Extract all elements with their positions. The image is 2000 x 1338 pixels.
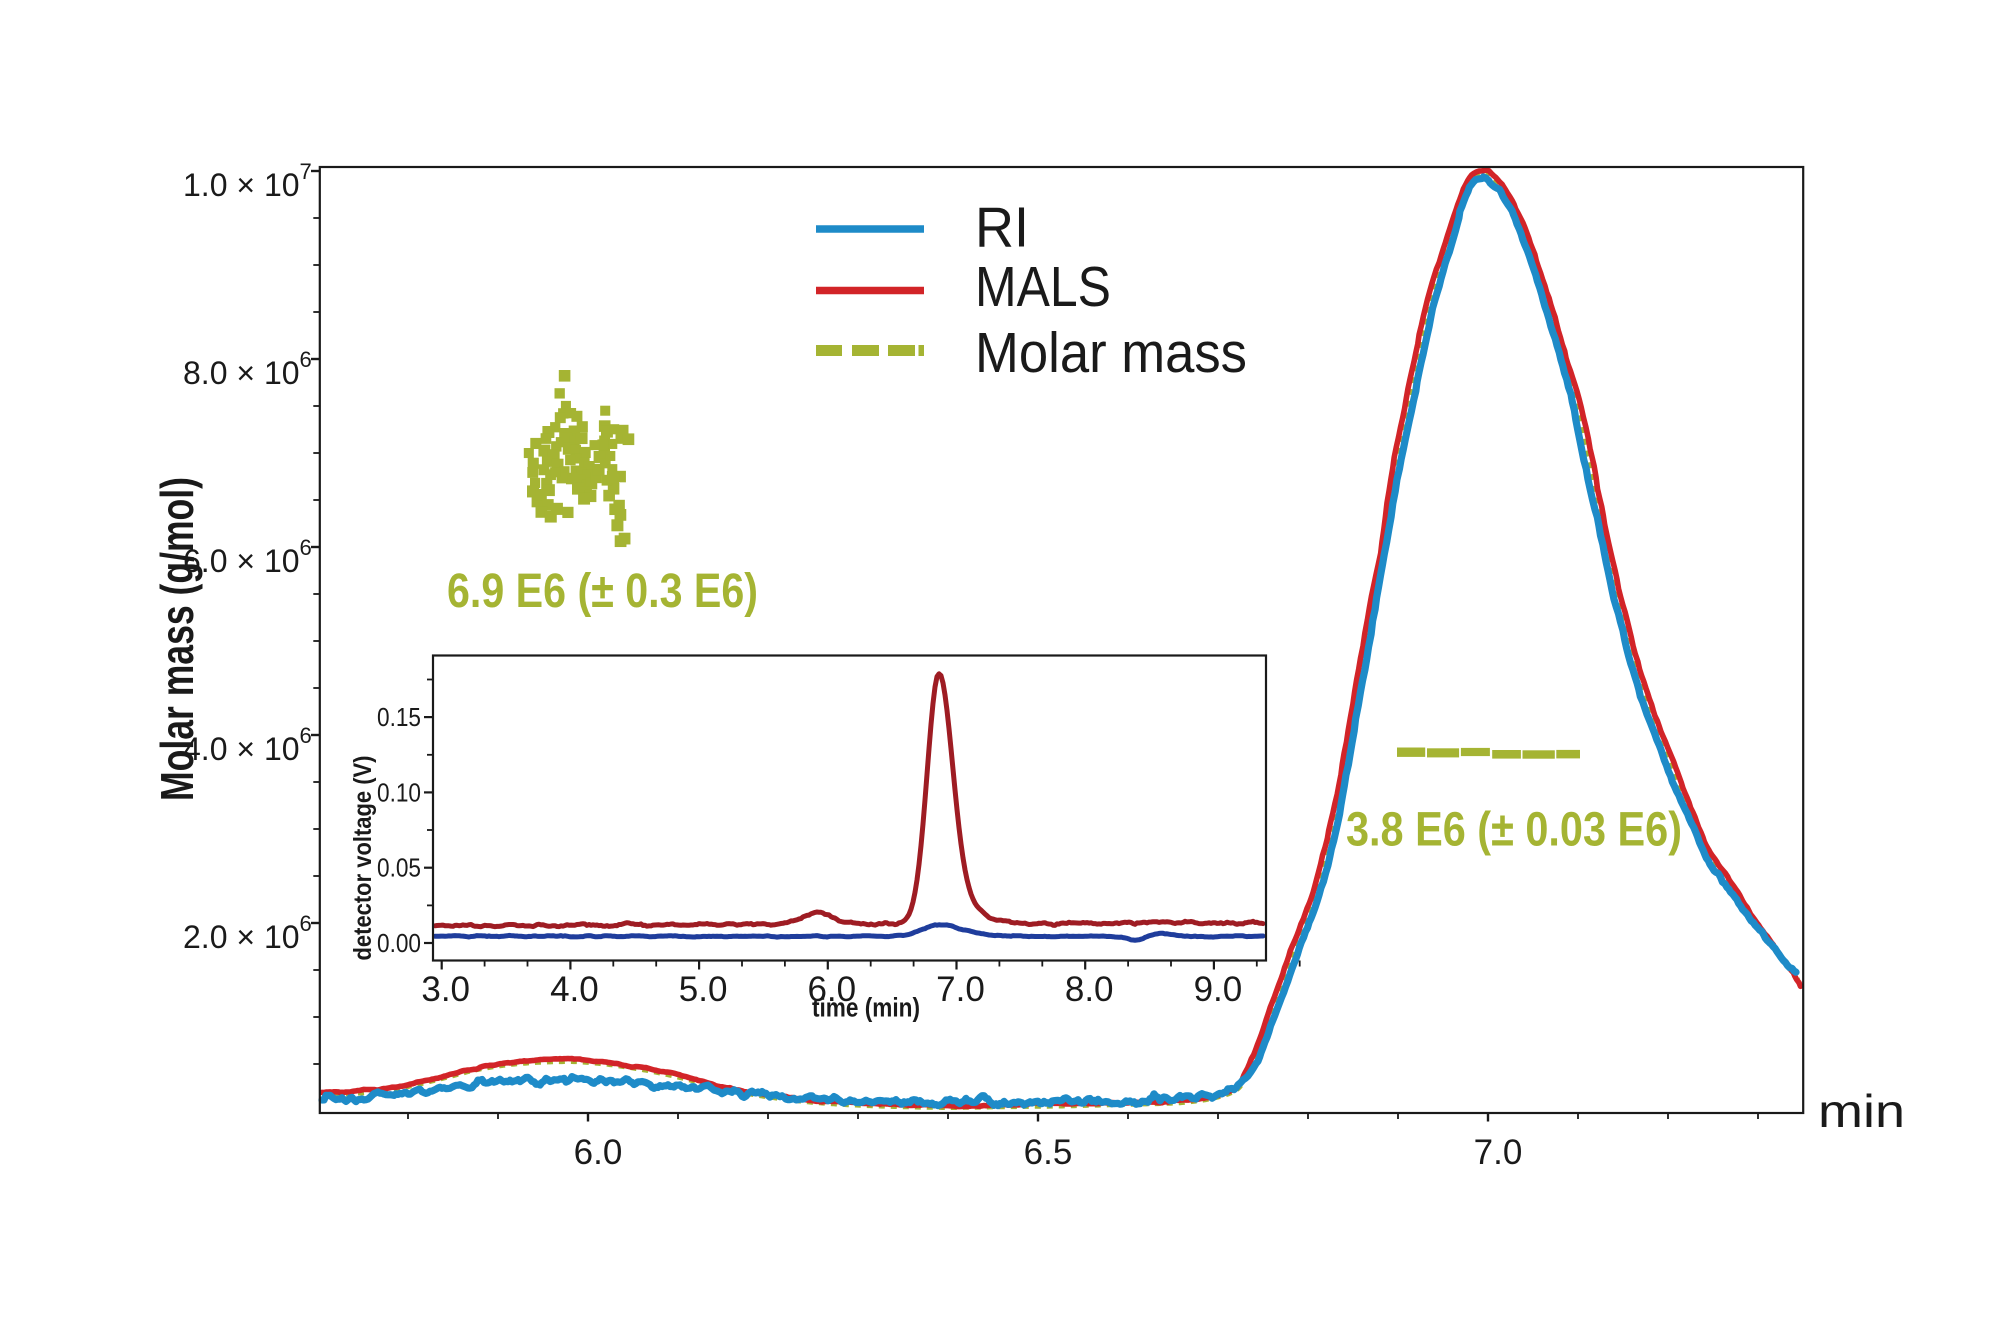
svg-text:2.0 × 106: 2.0 × 106 <box>183 911 312 955</box>
svg-text:6.5: 6.5 <box>1024 1133 1073 1172</box>
svg-text:6.0: 6.0 <box>807 970 856 1009</box>
svg-text:time (min): time (min) <box>812 993 920 1023</box>
svg-text:Molar mass: Molar mass <box>975 321 1247 385</box>
svg-text:0.10: 0.10 <box>377 777 421 807</box>
svg-text:Molar mass (g/mol): Molar mass (g/mol) <box>151 477 203 801</box>
svg-text:6.0: 6.0 <box>574 1133 623 1172</box>
svg-text:4.0: 4.0 <box>550 970 599 1009</box>
svg-text:8.0 × 106: 8.0 × 106 <box>183 347 312 391</box>
svg-text:7.0: 7.0 <box>936 970 985 1009</box>
svg-text:6.9 E6 (± 0.3 E6): 6.9 E6 (± 0.3 E6) <box>447 565 758 618</box>
svg-text:detector voltage (V): detector voltage (V) <box>349 756 377 961</box>
svg-text:min: min <box>1818 1085 1905 1137</box>
svg-text:3.0: 3.0 <box>421 970 470 1009</box>
svg-text:RI: RI <box>975 196 1029 260</box>
svg-text:0.00: 0.00 <box>377 928 421 958</box>
svg-text:7.0: 7.0 <box>1474 1133 1523 1172</box>
svg-text:8.0: 8.0 <box>1065 970 1114 1009</box>
svg-text:3.8 E6 (± 0.03 E6): 3.8 E6 (± 0.03 E6) <box>1346 804 1682 857</box>
svg-text:6.0 × 106: 6.0 × 106 <box>183 535 312 579</box>
svg-text:1.0 × 107: 1.0 × 107 <box>183 159 312 203</box>
svg-text:0.15: 0.15 <box>377 702 421 732</box>
svg-text:4.0 × 106: 4.0 × 106 <box>183 723 312 767</box>
svg-text:0.05: 0.05 <box>377 853 421 883</box>
svg-text:MALS: MALS <box>975 255 1111 319</box>
svg-text:5.0: 5.0 <box>679 970 728 1009</box>
svg-text:9.0: 9.0 <box>1194 970 1243 1009</box>
